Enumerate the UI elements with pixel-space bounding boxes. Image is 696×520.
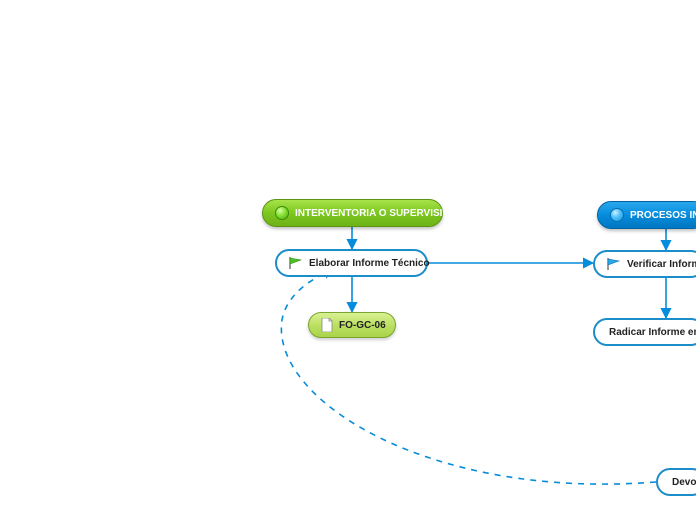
flag-green-icon — [289, 257, 303, 269]
edge — [281, 270, 656, 484]
node-devolv-label: Devolv — [672, 477, 696, 488]
node-verificar-label: Verificar Informe T — [627, 259, 696, 270]
header-interventoria-label: INTERVENTORIA O SUPERVISION — [295, 208, 457, 219]
node-elaborar[interactable]: Elaborar Informe Técnico — [275, 249, 428, 277]
node-radicar-label: Radicar Informe en la — [609, 327, 696, 338]
flow-canvas: { "canvas": { "width": 696, "height": 52… — [0, 0, 696, 520]
header-procesos[interactable]: PROCESOS INTER — [597, 201, 696, 229]
node-fogc[interactable]: FO-GC-06 — [308, 312, 396, 338]
dot-green-icon — [275, 206, 289, 220]
header-procesos-label: PROCESOS INTER — [630, 210, 696, 221]
dot-blue-icon — [610, 208, 624, 222]
node-fogc-label: FO-GC-06 — [339, 320, 386, 331]
node-verificar[interactable]: Verificar Informe T — [593, 250, 696, 278]
page-icon — [321, 318, 333, 332]
node-devolv[interactable]: Devolv — [656, 468, 696, 496]
header-interventoria[interactable]: INTERVENTORIA O SUPERVISION — [262, 199, 443, 227]
node-elaborar-label: Elaborar Informe Técnico — [309, 258, 430, 269]
node-radicar[interactable]: Radicar Informe en la — [593, 318, 696, 346]
flag-blue-icon — [607, 258, 621, 270]
